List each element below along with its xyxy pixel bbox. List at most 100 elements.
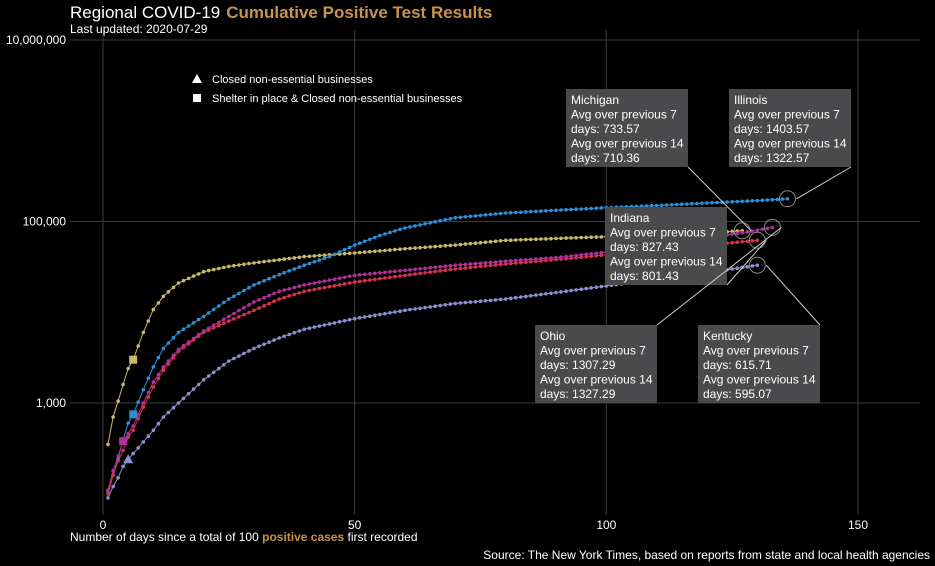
data-point-kentucky (292, 330, 297, 335)
data-point-kentucky (750, 264, 755, 268)
callout-line: Avg over previous 14 (540, 373, 653, 387)
callout-leader (765, 264, 821, 326)
data-point-illinois (282, 270, 287, 275)
data-point-kentucky (433, 304, 438, 309)
data-point-kentucky (232, 356, 236, 361)
data-point-kentucky (151, 428, 156, 433)
data-point-illinois (735, 199, 739, 204)
data-point-kentucky (453, 301, 458, 306)
data-point-ohio (488, 260, 493, 265)
data-point-kentucky (136, 446, 140, 450)
data-point-kentucky (242, 351, 246, 356)
data-point-illinois (564, 207, 568, 212)
data-point-kentucky (564, 289, 568, 294)
data-point-michigan (136, 344, 140, 348)
data-point-michigan (488, 240, 493, 244)
data-point-illinois (357, 241, 362, 245)
callout-box (698, 325, 820, 403)
callout-line: Illinois (734, 93, 767, 107)
data-point-indiana (347, 281, 352, 285)
data-point-kentucky (191, 387, 196, 391)
callout-ring (733, 222, 751, 240)
data-point-kentucky (196, 382, 201, 387)
data-point-michigan (458, 242, 463, 247)
data-point-illinois (206, 311, 211, 315)
data-point-kentucky (357, 316, 362, 320)
data-point-ohio (227, 314, 231, 319)
data-point-kentucky (559, 290, 563, 294)
data-point-illinois (544, 209, 548, 213)
data-point-michigan (247, 261, 251, 266)
data-point-kentucky (730, 267, 734, 271)
data-point-michigan (267, 259, 271, 263)
data-point-indiana (594, 253, 599, 258)
data-point-kentucky (513, 295, 518, 300)
callout-line: Avg over previous 7 (540, 344, 646, 358)
data-point-kentucky (337, 320, 342, 324)
data-point-ohio (569, 254, 573, 258)
data-point-kentucky (252, 346, 256, 351)
data-point-ohio (337, 276, 342, 281)
data-point-indiana (352, 280, 357, 284)
data-point-kentucky (745, 264, 750, 269)
policy-marker-square (129, 355, 138, 364)
data-point-michigan (156, 301, 161, 305)
data-point-kentucky (463, 300, 468, 305)
data-point-michigan (730, 229, 734, 234)
data-point-michigan (362, 250, 367, 254)
data-point-indiana (468, 265, 473, 270)
data-point-illinois (337, 250, 342, 254)
data-point-indiana (262, 304, 266, 308)
callout-line: Avg over previous 7 (734, 108, 840, 122)
data-point-michigan (191, 274, 196, 278)
data-point-ohio (357, 273, 362, 277)
data-point-michigan (121, 382, 125, 387)
source-note: Source: The New York Times, based on rep… (483, 548, 930, 562)
data-point-kentucky (211, 370, 216, 375)
data-point-illinois (680, 202, 684, 206)
data-point-kentucky (297, 329, 302, 333)
data-point-illinois (513, 210, 518, 215)
data-point-kentucky (166, 410, 171, 415)
data-point-illinois (574, 207, 578, 211)
data-point-kentucky (498, 297, 503, 302)
data-point-illinois (644, 204, 649, 208)
data-point-ohio (126, 431, 130, 436)
data-point-illinois (483, 213, 488, 217)
data-point-kentucky (488, 298, 493, 303)
data-point-illinois (378, 233, 382, 238)
data-point-illinois (529, 209, 533, 214)
data-point-ohio (448, 263, 453, 268)
data-point-indiana (171, 355, 176, 360)
data-point-michigan (126, 366, 130, 371)
data-point-illinois (418, 223, 422, 227)
data-point-michigan (473, 241, 478, 245)
data-point-michigan (418, 245, 422, 250)
data-point-ohio (750, 229, 755, 233)
data-point-illinois (589, 206, 593, 211)
legend: Closed non-essential businesses Shelter i… (192, 74, 463, 105)
data-point-indiana (378, 276, 382, 281)
data-point-indiana (413, 272, 417, 276)
data-point-ohio (287, 287, 292, 291)
data-point-illinois (403, 226, 407, 230)
data-point-ohio (730, 232, 734, 236)
data-point-michigan (569, 236, 573, 240)
data-point-kentucky (519, 295, 523, 299)
data-point-indiana (730, 240, 734, 245)
data-point-illinois (171, 335, 176, 340)
data-point-kentucky (171, 405, 176, 410)
data-point-michigan (196, 272, 201, 276)
data-point-indiana (357, 279, 362, 284)
data-point-michigan (443, 244, 448, 248)
data-point-michigan (498, 239, 503, 243)
data-point-illinois (237, 291, 241, 296)
data-point-indiana (302, 289, 307, 294)
data-point-michigan (423, 245, 427, 250)
data-point-ohio (106, 488, 110, 492)
data-point-michigan (478, 240, 483, 245)
data-point-michigan (357, 250, 362, 255)
data-point-kentucky (131, 451, 135, 456)
data-point-ohio (237, 308, 241, 313)
data-point-kentucky (237, 354, 241, 358)
